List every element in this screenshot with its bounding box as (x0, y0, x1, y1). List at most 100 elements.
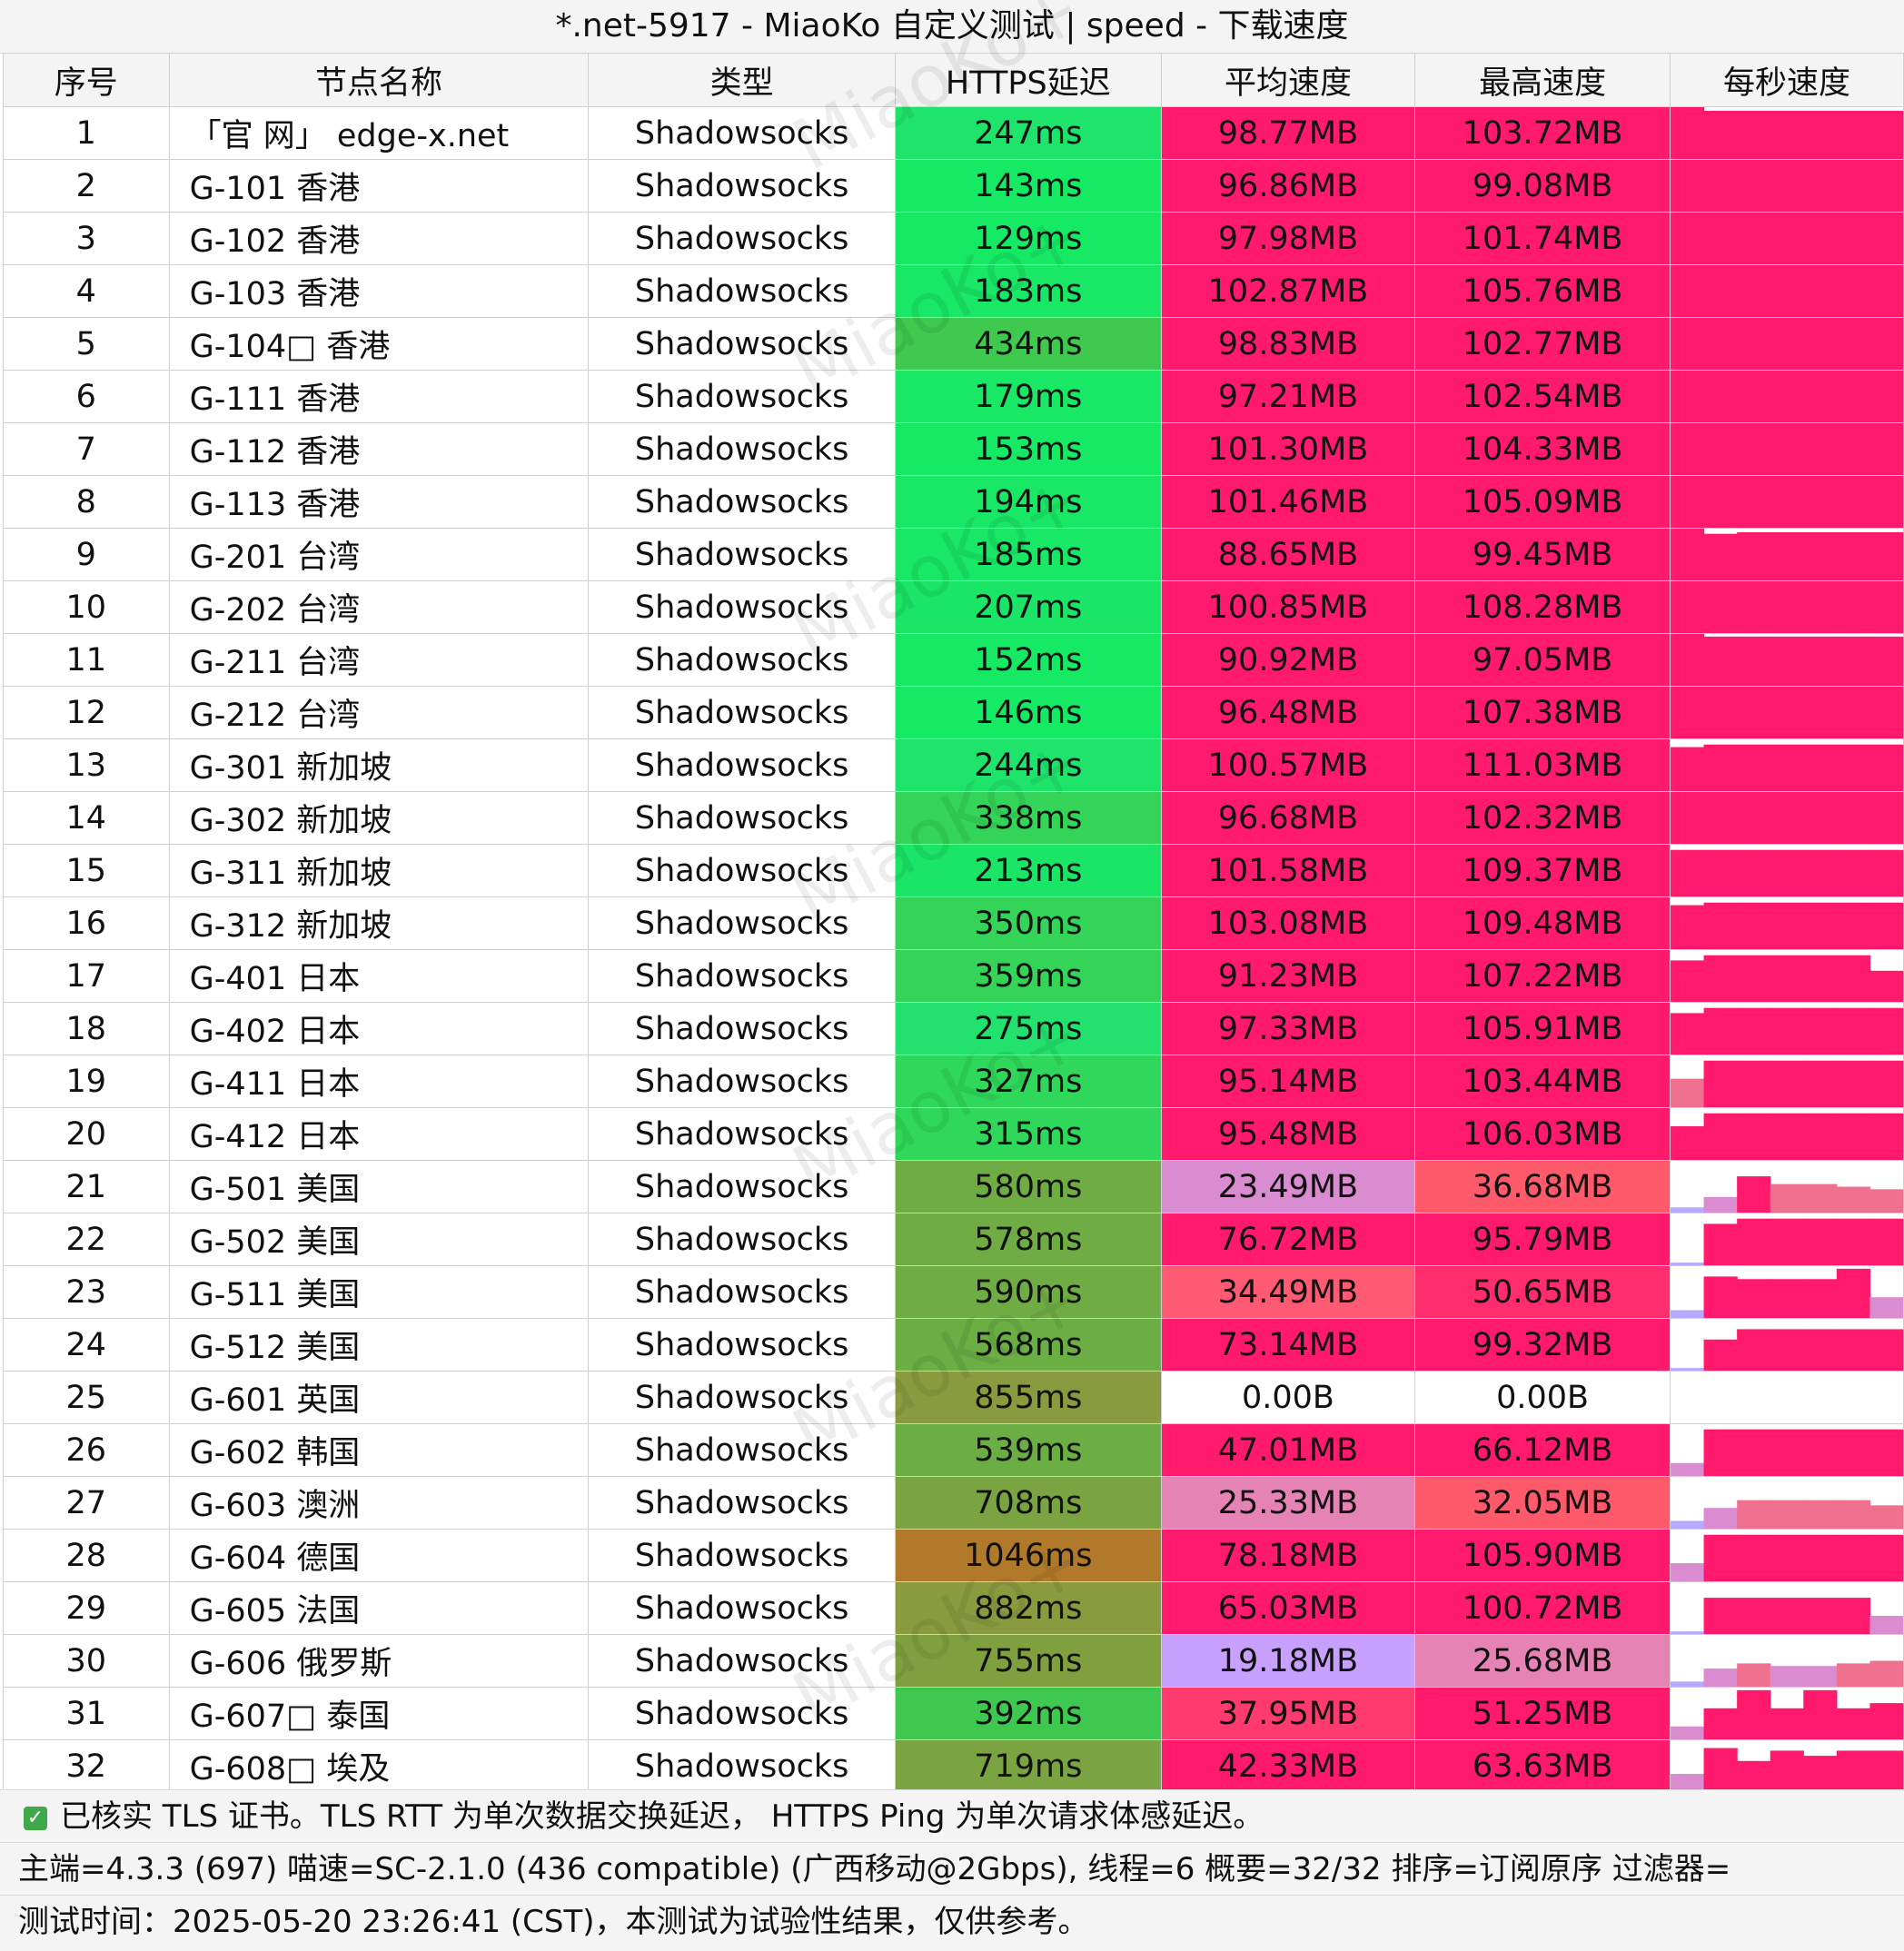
speed-bar (1770, 1500, 1804, 1529)
table-row[interactable]: 7 G-112 香港 Shadowsocks 153ms 101.30MB 104.33M… (3, 422, 1904, 476)
col-header-max-speed[interactable]: 最高速度 (1414, 53, 1671, 107)
col-header-node-name[interactable]: 节点名称 (168, 53, 590, 107)
speed-bar (1737, 687, 1771, 738)
speed-bar (1671, 1125, 1705, 1160)
speed-sparkline (1671, 1500, 1903, 1529)
table-row[interactable]: 19 G-411 日本 Shadowsocks 327ms 95.14MB 103.44M… (3, 1055, 1904, 1108)
cell-https-latency: 1046ms (894, 1529, 1162, 1582)
speed-bar (1737, 902, 1771, 949)
speed-bar (1803, 1756, 1838, 1792)
cell-max-speed: 99.45MB (1414, 528, 1671, 581)
table-row[interactable]: 20 G-412 日本 Shadowsocks 315ms 95.48MB 106.03M… (3, 1107, 1904, 1161)
speed-bar (1703, 744, 1738, 791)
table-row[interactable]: 10 G-202 台湾 Shadowsocks 207ms 100.85MB 108.28… (3, 580, 1904, 634)
cell-https-latency: 539ms (894, 1423, 1162, 1477)
speed-sparkline (1671, 107, 1903, 159)
cell-index: 16 (3, 896, 170, 950)
cell-https-latency: 129ms (894, 212, 1162, 265)
table-row[interactable]: 25 G-601 英国 Shadowsocks 855ms 0.00B 0.00B (3, 1371, 1904, 1424)
cell-https-latency: 146ms (894, 686, 1162, 739)
cell-node-name: G-605 法国 (168, 1581, 590, 1635)
cell-index: 5 (3, 317, 170, 371)
table-row[interactable]: 12 G-212 台湾 Shadowsocks 146ms 96.48MB 107.38M… (3, 686, 1904, 739)
speed-bar (1869, 1218, 1903, 1265)
cell-per-second-speed (1669, 1160, 1904, 1213)
cell-type: Shadowsocks (588, 1107, 896, 1161)
checkmark-icon: ✓ (24, 1806, 47, 1830)
table-row[interactable]: 11 G-211 台湾 Shadowsocks 152ms 90.92MB 97.05MB (3, 633, 1904, 687)
cell-index: 1 (3, 106, 170, 160)
table-row[interactable]: 4 G-103 香港 Shadowsocks 183ms 102.87MB 105.76M… (3, 264, 1904, 318)
cell-per-second-speed (1669, 212, 1904, 265)
speed-bar (1671, 1368, 1705, 1371)
table-row[interactable]: 14 G-302 新加坡 Shadowsocks 338ms 96.68MB 102.32… (3, 791, 1904, 845)
cell-node-name: 「官 网」 edge-x.net (168, 106, 590, 160)
col-header-avg-speed[interactable]: 平均速度 (1160, 53, 1416, 107)
table-row[interactable]: 3 G-102 香港 Shadowsocks 129ms 97.98MB 101.74MB (3, 212, 1904, 265)
cell-per-second-speed (1669, 949, 1904, 1003)
cell-max-speed: 95.79MB (1414, 1213, 1671, 1266)
speed-bar (1803, 955, 1838, 1002)
speed-bar (1869, 265, 1903, 317)
table-row[interactable]: 28 G-604 德国 Shadowsocks 1046ms 78.18MB 105.90… (3, 1529, 1904, 1582)
cell-node-name: G-401 日本 (168, 949, 590, 1003)
table-row[interactable]: 22 G-502 美国 Shadowsocks 578ms 76.72MB 95.79MB (3, 1213, 1904, 1266)
cell-avg-speed: 0.00B (1160, 1371, 1416, 1424)
col-header-type[interactable]: 类型 (588, 53, 896, 107)
table-row[interactable]: 1 「官 网」 edge-x.net Shadowsocks 247ms 98.77MB… (3, 106, 1904, 160)
speed-bar (1737, 955, 1771, 1002)
speed-bar (1836, 1268, 1870, 1318)
speed-bar (1703, 1113, 1738, 1160)
table-row[interactable]: 8 G-113 香港 Shadowsocks 194ms 101.46MB 105.09M… (3, 475, 1904, 529)
cell-https-latency: 207ms (894, 580, 1162, 634)
cell-https-latency: 882ms (894, 1581, 1162, 1635)
cell-max-speed: 107.22MB (1414, 949, 1671, 1003)
cell-index: 13 (3, 738, 170, 792)
cell-per-second-speed (1669, 528, 1904, 581)
cell-index: 27 (3, 1476, 170, 1530)
speed-bar (1703, 1339, 1738, 1371)
cell-type: Shadowsocks (588, 1371, 896, 1424)
table-row[interactable]: 9 G-201 台湾 Shadowsocks 185ms 88.65MB 99.45MB (3, 528, 1904, 581)
table-row[interactable]: 31 G-607□ 泰国 Shadowsocks 392ms 37.95MB 51.25M… (3, 1687, 1904, 1740)
speed-bar (1737, 636, 1771, 686)
speed-bar (1671, 634, 1705, 686)
speed-bar (1737, 213, 1771, 264)
table-row[interactable]: 26 G-602 韩国 Shadowsocks 539ms 47.01MB 66.12MB (3, 1423, 1904, 1477)
speed-bar (1737, 1429, 1771, 1476)
speed-bar (1737, 1007, 1771, 1055)
speed-sparkline (1671, 902, 1903, 949)
table-row[interactable]: 5 G-104□ 香港 Shadowsocks 434ms 98.83MB 102.77M… (3, 317, 1904, 371)
table-row[interactable]: 16 G-312 新加坡 Shadowsocks 350ms 103.08MB 109.4… (3, 896, 1904, 950)
table-row[interactable]: 13 G-301 新加坡 Shadowsocks 244ms 100.57MB 111.0… (3, 738, 1904, 792)
speed-sparkline (1671, 1176, 1903, 1213)
speed-bar (1836, 371, 1870, 422)
speed-bar (1703, 687, 1738, 738)
table-row[interactable]: 29 G-605 法国 Shadowsocks 882ms 65.03MB 100.72M… (3, 1581, 1904, 1635)
table-row[interactable]: 30 G-606 俄罗斯 Shadowsocks 755ms 19.18MB 25.68M… (3, 1634, 1904, 1688)
cell-max-speed: 102.54MB (1414, 370, 1671, 423)
table-row[interactable]: 2 G-101 香港 Shadowsocks 143ms 96.86MB 99.08MB (3, 159, 1904, 213)
table-row[interactable]: 18 G-402 日本 Shadowsocks 275ms 97.33MB 105.91M… (3, 1002, 1904, 1055)
table-row[interactable]: 24 G-512 美国 Shadowsocks 568ms 73.14MB 99.32MB (3, 1318, 1904, 1372)
speed-bar (1869, 1329, 1903, 1371)
speed-bar (1737, 849, 1771, 896)
table-row[interactable]: 6 G-111 香港 Shadowsocks 179ms 97.21MB 102.54MB (3, 370, 1904, 423)
table-row[interactable]: 23 G-511 美国 Shadowsocks 590ms 34.49MB 50.65MB (3, 1265, 1904, 1319)
col-header-https-latency[interactable]: HTTPS延迟 (894, 53, 1162, 107)
cell-avg-speed: 65.03MB (1160, 1581, 1416, 1635)
col-header-per-second-speed[interactable]: 每秒速度 (1669, 53, 1904, 107)
table-row[interactable]: 17 G-401 日本 Shadowsocks 359ms 91.23MB 107.22M… (3, 949, 1904, 1003)
col-header-index[interactable]: 序号 (3, 53, 170, 107)
table-row[interactable]: 15 G-311 新加坡 Shadowsocks 213ms 101.58MB 109.3… (3, 844, 1904, 897)
speed-bar (1803, 213, 1838, 264)
cell-index: 11 (3, 633, 170, 687)
cell-avg-speed: 95.48MB (1160, 1107, 1416, 1161)
cell-type: Shadowsocks (588, 896, 896, 950)
table-row[interactable]: 27 G-603 澳洲 Shadowsocks 708ms 25.33MB 32.05MB (3, 1476, 1904, 1530)
speed-bar (1836, 1060, 1870, 1107)
table-row[interactable]: 21 G-501 美国 Shadowsocks 580ms 23.49MB 36.68MB (3, 1160, 1904, 1213)
table-row[interactable]: 32 G-608□ 埃及 Shadowsocks 719ms 42.33MB 63.63M… (3, 1739, 1904, 1793)
cell-https-latency: 392ms (894, 1687, 1162, 1740)
speed-bar (1703, 581, 1738, 633)
